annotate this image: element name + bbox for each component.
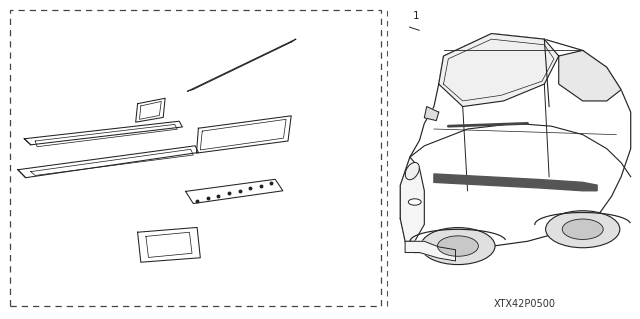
Circle shape	[438, 236, 479, 256]
Polygon shape	[138, 227, 200, 262]
Polygon shape	[559, 50, 621, 101]
Polygon shape	[18, 146, 198, 178]
Polygon shape	[401, 33, 631, 253]
Ellipse shape	[405, 162, 419, 180]
Circle shape	[545, 211, 620, 248]
Text: XTX42P0500: XTX42P0500	[494, 300, 556, 309]
Polygon shape	[434, 174, 597, 191]
Polygon shape	[186, 179, 283, 204]
Polygon shape	[136, 98, 165, 122]
Bar	[10, 10, 381, 306]
Circle shape	[421, 227, 495, 264]
Polygon shape	[401, 157, 424, 241]
Polygon shape	[405, 241, 456, 261]
Polygon shape	[188, 39, 296, 91]
Polygon shape	[24, 121, 182, 145]
Polygon shape	[439, 33, 559, 107]
Polygon shape	[196, 116, 291, 153]
Circle shape	[563, 219, 604, 240]
Circle shape	[408, 199, 421, 205]
Text: 1: 1	[413, 11, 419, 21]
Polygon shape	[424, 107, 439, 121]
